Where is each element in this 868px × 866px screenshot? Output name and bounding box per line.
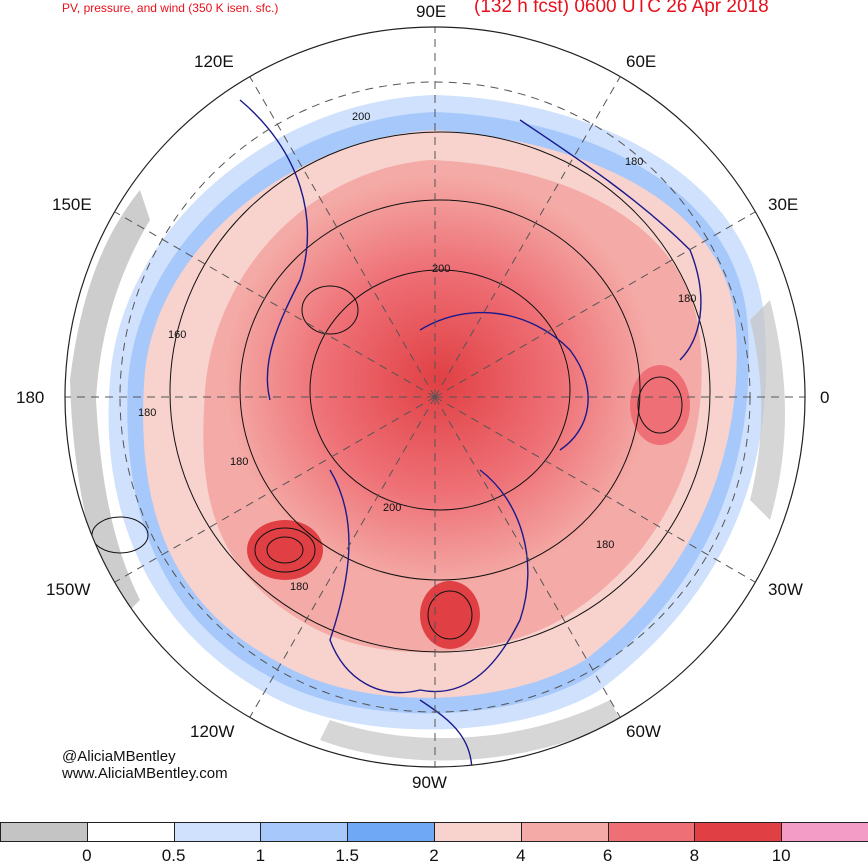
pv-vortex [247,520,323,580]
colorbar-segment [347,822,435,842]
contour-label: 200 [432,263,450,275]
longitude-label: 150E [52,195,92,214]
map-boundary [64,26,806,768]
meridian-line [114,396,436,583]
colorbar-tick-label: 4 [516,846,526,865]
longitude-label: 90E [416,2,447,21]
meridian-line [434,76,621,398]
colorbar-segment [607,822,696,842]
colorbar-tick-label: 1 [255,846,266,865]
colorbar-tick-label: 6 [602,846,613,865]
pressure-contour [301,285,359,335]
longitude-label: 0 [820,388,830,407]
colorbar-segment [520,822,609,842]
map-title: PV, pressure, and wind (350 K isen. sfc.… [62,1,279,15]
longitude-label: 60E [626,52,657,71]
coastline [519,119,702,361]
contour-label: 180 [138,407,156,419]
longitude-label: 60W [626,722,661,741]
coastline [329,469,529,694]
colorbar-segment [781,822,868,842]
meridian-line [249,396,436,718]
author-website: www.AliciaMBentley.com [62,765,228,782]
colorbar-segment [260,822,349,842]
pv-gray-patch-east [750,300,785,520]
colorbar-segment [173,822,262,842]
meridian-line [434,211,756,398]
colorbar-tick-label: 10 [771,846,791,865]
pressure-contour [427,590,473,640]
longitude-label: 30E [768,195,799,214]
forecast-title: (132 h fcst) 0600 UTC 26 Apr 2018 [474,0,769,17]
pv-gray-patch-west [70,190,150,620]
colorbar-segment [434,822,522,842]
colorbar-segment [694,822,783,842]
pressure-contour [239,199,641,581]
contour-label: 160 [168,329,186,341]
colorbar-tick-label: 0.5 [161,846,186,865]
pressure-contour [254,527,316,573]
pv-core-region [225,175,655,585]
colorbar-tick-label: 1.5 [335,846,360,865]
meridian-line [434,396,621,718]
coastline [419,311,589,451]
coastline [239,99,309,401]
colorbar [0,822,868,844]
colorbar-tick-label: 2 [429,846,439,865]
contour-label: 200 [352,111,370,123]
colorbar-tick-label: 8 [689,846,700,865]
contour-label: 200 [383,502,401,514]
colorbar-segment [86,822,175,842]
longitude-label: 180 [16,388,45,407]
pv-gray-patch-south [320,700,620,761]
longitude-label: 90W [412,773,447,792]
contour-label: 180 [290,581,308,593]
contour-label: 180 [625,156,643,168]
latitude-circle [119,81,751,713]
pressure-contour [266,536,304,564]
pressure-contour [637,376,683,434]
longitude-label: 120W [190,722,235,741]
colorbar-tick-label: 0 [82,846,92,865]
author-handle: @AliciaMBentley [62,748,176,765]
meridian-line [114,211,436,398]
contour-label: 180 [596,539,614,551]
longitude-label: 30W [768,580,803,599]
longitude-label: 120E [194,52,234,71]
contour-label: 180 [678,293,696,305]
contour-label: 180 [230,456,248,468]
pressure-contour [169,131,711,653]
meridian-line [434,396,756,583]
meridian-line [249,76,436,398]
colorbar-segment [0,822,88,842]
longitude-label: 150W [46,580,91,599]
coastline [419,699,473,767]
pressure-contour [309,269,571,511]
